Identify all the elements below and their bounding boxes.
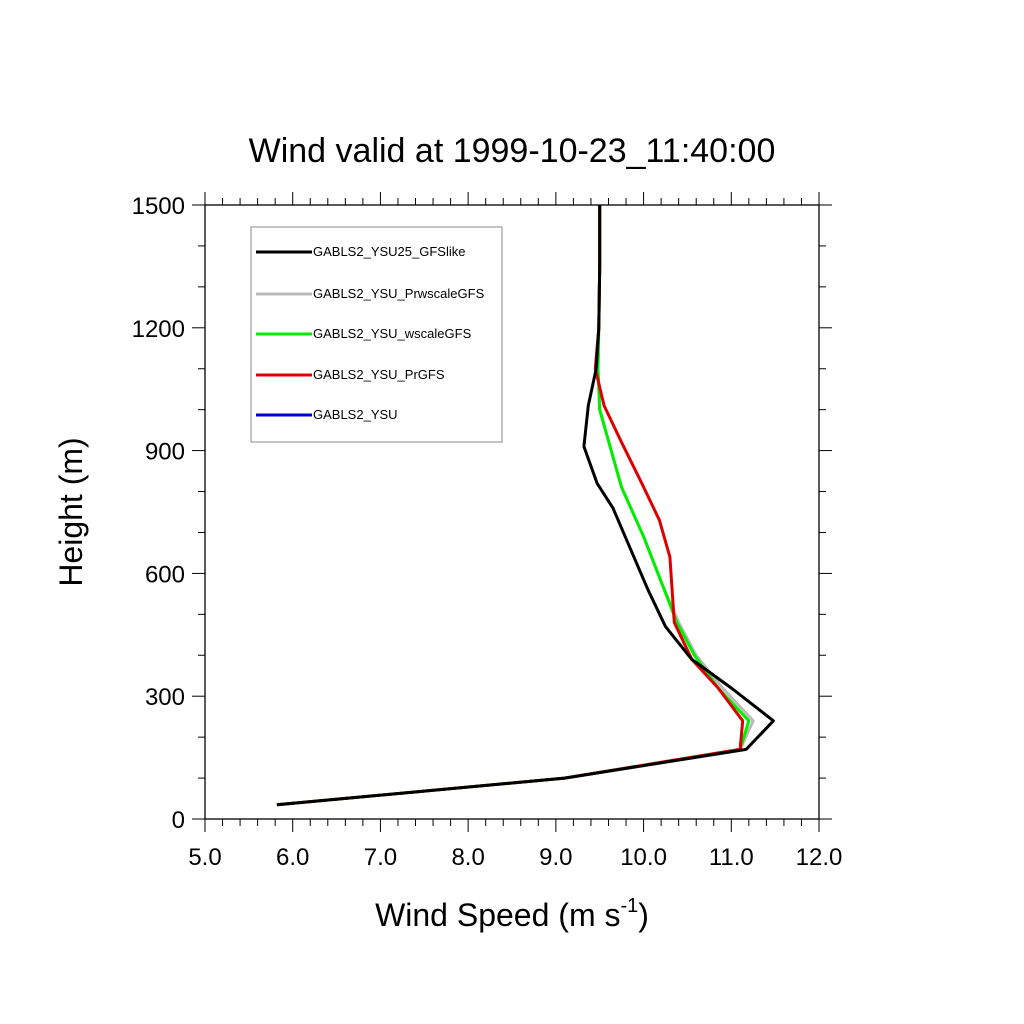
x-tick-label: 12.0 [796, 844, 843, 871]
legend-label: GABLS2_YSU_PrwscaleGFS [313, 286, 485, 301]
x-tick-label: 5.0 [188, 844, 221, 871]
legend-label: GABLS2_YSU25_GFSlike [313, 244, 465, 259]
legend-label: GABLS2_YSU [313, 407, 398, 422]
x-tick-label: 7.0 [364, 844, 397, 871]
x-tick-label: 10.0 [620, 844, 667, 871]
y-tick-label: 1500 [132, 193, 185, 220]
series-line-1 [276, 205, 775, 807]
legend-label: GABLS2_YSU_wscaleGFS [313, 326, 472, 341]
x-axis-label: Wind Speed (m s-1) [375, 895, 649, 933]
x-tick-label: 11.0 [709, 844, 754, 871]
y-tick-label: 0 [172, 807, 185, 834]
plot-frame [204, 204, 820, 820]
legend: GABLS2_YSU25_GFSlike GABLS2_YSU_PrwscaleG… [250, 226, 503, 443]
x-tick-label: 8.0 [451, 844, 484, 871]
x-tick-label: 9.0 [539, 844, 572, 871]
x-tick-label: 6.0 [276, 844, 309, 871]
y-axis-label: Height (m) [53, 437, 89, 586]
y-tick-label: 900 [145, 439, 185, 466]
legend-label: GABLS2_YSU_PrGFS [313, 367, 445, 382]
y-tick-label: 600 [145, 561, 185, 588]
chart-title: Wind valid at 1999-10-23_11:40:00 [249, 132, 776, 170]
y-tick-label: 1200 [132, 316, 185, 343]
y-tick-label: 300 [145, 684, 185, 711]
